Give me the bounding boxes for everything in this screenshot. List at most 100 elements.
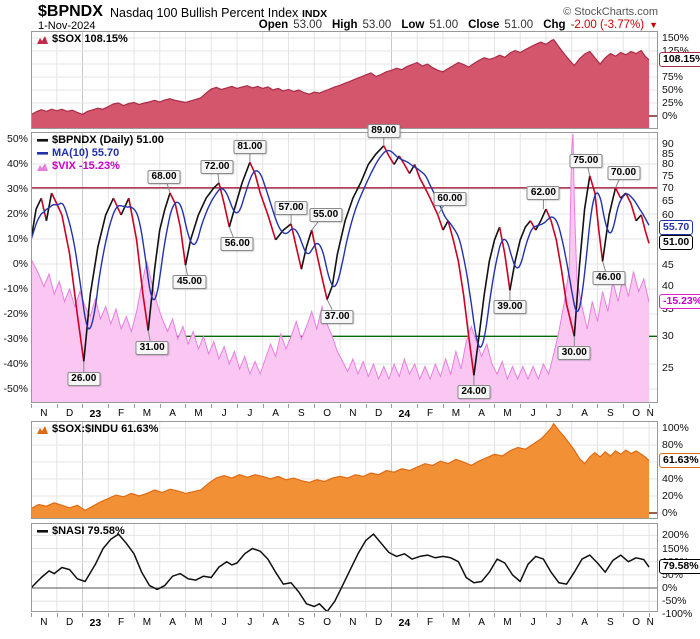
x-axis-tick: [571, 404, 573, 408]
x-axis-label-M: M: [451, 408, 461, 419]
sox-performance-ytick: 75%: [662, 71, 684, 83]
x-axis-tick: [236, 404, 238, 408]
open-value: 53.00: [293, 19, 322, 31]
x-axis-label-D: D: [374, 408, 383, 419]
sox-performance-ytick: 0%: [662, 110, 678, 122]
x-axis-label-M: M: [194, 617, 203, 628]
x-axis-tick: [211, 613, 213, 617]
x-axis-label-J: J: [530, 408, 536, 419]
x-axis-tick: [314, 613, 316, 617]
bpndx-main-legend: MA(10) 55.70: [37, 147, 119, 159]
sox-performance-ytick: 25%: [662, 97, 684, 109]
line-series-icon: [37, 151, 48, 155]
x-axis-tick: [545, 613, 547, 617]
x-axis-label-N: N: [349, 617, 357, 628]
annotation-60.00: 60.00: [433, 191, 467, 206]
x-axis-tick: [571, 613, 573, 617]
x-axis-tick: [236, 613, 238, 617]
legend-label: $SOX:$INDU 61.63%: [52, 423, 159, 435]
annotation-24.00: 24.00: [457, 385, 491, 400]
x-axis-tick: [648, 404, 650, 408]
x-axis-label-J: J: [221, 408, 227, 419]
chg-label: Chg: [543, 19, 566, 31]
x-axis-tick: [82, 613, 84, 617]
bpndx-main-ytick-left: -20%: [3, 308, 28, 320]
x-axis-label-23: 23: [89, 617, 102, 629]
x-axis-label-A: A: [272, 617, 279, 628]
x-axis-tick: [159, 404, 161, 408]
x-axis-tick: [314, 404, 316, 408]
annotation-81.00: 81.00: [233, 140, 267, 155]
area-series-icon: [37, 35, 48, 44]
bpndx-main-ytick: 40: [662, 279, 674, 292]
sox-indu-ratio-ytick: 100%: [662, 421, 689, 434]
x-axis-label-M: M: [451, 617, 461, 628]
nasi-summation-plot: [31, 523, 658, 612]
sox-performance-ytick: 50%: [662, 84, 684, 96]
x-axis-tick: [288, 613, 290, 617]
x-axis-tick: [597, 613, 599, 617]
bpndx-main-legend: $BPNDX (Daily) 51.00: [37, 134, 164, 146]
x-axis-label-S: S: [607, 617, 614, 628]
x-axis-label-A: A: [478, 408, 485, 419]
x-axis-tick: [339, 613, 341, 617]
x-axis-tick: [159, 613, 161, 617]
annotation-89.00: 89.00: [367, 123, 401, 138]
sox-performance-legend: $SOX 108.15%: [37, 33, 128, 45]
x-axis-label-S: S: [607, 408, 614, 419]
x-axis-label-N: N: [349, 408, 357, 419]
x-axis-label-F: F: [118, 617, 125, 628]
bpndx-main-ytick: 90: [662, 137, 674, 150]
bpndx-main-ytick: 45: [662, 259, 674, 272]
sox-indu-ratio-value-tag: 61.63%: [659, 452, 700, 468]
x-axis-tick: [185, 404, 187, 408]
x-axis-tick: [365, 404, 367, 408]
annotation-46.00: 46.00: [592, 271, 626, 286]
annotation-75.00: 75.00: [569, 153, 603, 168]
annotation-68.00: 68.00: [147, 169, 181, 184]
x-axis-label-M: M: [194, 408, 203, 419]
bpndx-main-ytick-left: 50%: [6, 133, 28, 145]
annotation-72.00: 72.00: [200, 159, 234, 174]
x-axis-tick: [520, 404, 522, 408]
x-axis-label-A: A: [478, 617, 485, 628]
line-series-icon: [37, 138, 48, 142]
x-axis-label-N: N: [646, 408, 654, 419]
bpndx-main-ytick: 80: [662, 158, 674, 171]
symbol: $BPNDX: [38, 3, 103, 20]
x-axis-label-O: O: [632, 617, 640, 628]
bpndx-main-ytick-left: -50%: [3, 383, 28, 395]
bpndx-main-ytick-left: 0%: [12, 258, 28, 270]
x-axis-label-N: N: [40, 617, 48, 628]
line-series-icon: [37, 529, 48, 533]
x-axis-label-A: A: [169, 408, 176, 419]
x-axis-tick: [108, 404, 110, 408]
sox-indu-ratio-ytick: 80%: [662, 438, 684, 451]
x-axis-tick: [339, 404, 341, 408]
high-value: 53.00: [362, 19, 392, 31]
nasi-summation-value-tag: 79.58%: [659, 559, 700, 575]
area-series-icon: [37, 425, 48, 434]
x-axis-tick: [262, 613, 264, 617]
x-axis-label-D: D: [374, 617, 383, 628]
x-axis-tick: [468, 404, 470, 408]
sox-indu-ratio-ytick: 20%: [662, 489, 684, 502]
sox-indu-ratio-plot: [31, 421, 658, 519]
x-axis-tick: [520, 613, 522, 617]
sox-performance-ytick: 150%: [662, 32, 689, 45]
legend-label: $BPNDX (Daily) 51.00: [52, 134, 164, 146]
x-axis-tick: [288, 404, 290, 408]
annotation-39.00: 39.00: [493, 300, 527, 315]
bpndx-main-ytick-left: 30%: [6, 183, 28, 195]
x-axis-tick: [31, 404, 32, 408]
x-axis-label-24: 24: [398, 408, 411, 420]
x-axis-tick: [211, 404, 213, 408]
x-axis-tick: [597, 404, 599, 408]
x-axis-label-24: 24: [398, 617, 411, 629]
sox-indu-ratio-ytick: 0%: [662, 506, 678, 519]
x-axis-label-A: A: [581, 408, 588, 419]
close-label: Close: [468, 19, 500, 31]
x-axis-tick: [391, 613, 393, 617]
x-axis-tick: [365, 613, 367, 617]
